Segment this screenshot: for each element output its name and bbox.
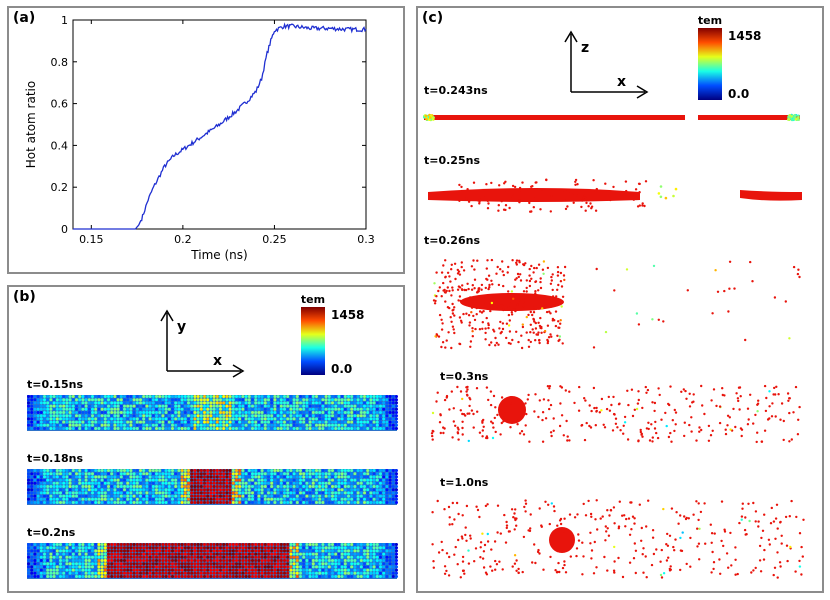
- x-tick-label: 0.15: [79, 233, 104, 246]
- b-slab: [27, 469, 398, 505]
- b-snapshot-time: t=0.15ns: [27, 378, 83, 391]
- b-axes-vertical-label: y: [177, 319, 186, 335]
- y-tick-label: 0.4: [51, 139, 69, 152]
- c-snapshot-time: t=0.243ns: [424, 84, 488, 97]
- b-snapshot-time: t=0.2ns: [27, 526, 76, 539]
- x-tick-label: 0.25: [262, 233, 287, 246]
- b-colorbar-title: tem: [301, 293, 325, 306]
- c-snapshot-time: t=0.25ns: [424, 154, 480, 167]
- y-axis-label: Hot atom ratio: [24, 81, 38, 168]
- y-tick-label: 1: [61, 14, 68, 27]
- hot-atom-ratio-chart: 0.15 0.2 0.25 0.3 0 0.2 0.4 0.6 0.8 1 Time (ns) Hot…: [24, 14, 375, 262]
- plot-frame: [72, 19, 367, 230]
- panel-c: (c) z x tem 1458 0.0 t=0.243ns t=0.25ns t=0.26n…: [416, 6, 824, 593]
- x-tick-label: 0.3: [357, 233, 375, 246]
- y-tick-label: 0: [61, 223, 68, 236]
- x-axis-label: Time (ns): [190, 248, 247, 262]
- b-slab: [27, 543, 398, 579]
- c-axes-horizontal-label: x: [617, 74, 626, 90]
- series-line: [73, 22, 367, 230]
- c-snapshot: [431, 499, 805, 579]
- panel-a: (a) 0.15 0.2 0.25 0.3 0 0.2 0.4 0.6 0.8 1 Time (ns…: [7, 6, 405, 274]
- c-snapshot: [430, 384, 801, 444]
- b-colorbar-max: 1458: [331, 308, 364, 322]
- b-slab: [27, 395, 398, 431]
- b-axes-horizontal-label: x: [213, 353, 222, 369]
- b-axes-vertical-arrowhead: [160, 309, 174, 322]
- panel-c-label: (c): [422, 10, 444, 26]
- xy-snapshots: y x tem 1458 0.0 t=0.15ns t=0.18ns t=0.2ns: [27, 293, 398, 579]
- panel-b: (b) y x tem 1458 0.0 t=0.15ns t=0.18ns t=0.2ns: [7, 285, 405, 593]
- c-colorbar-max: 1458: [728, 29, 761, 43]
- xz-snapshots: z x tem 1458 0.0 t=0.243ns t=0.25ns t=0.26ns t=0…: [423, 14, 805, 579]
- c-snapshot-time: t=1.0ns: [440, 476, 489, 489]
- c-colorbar: [698, 28, 722, 100]
- c-snapshot-time: t=0.3ns: [440, 370, 489, 383]
- panel-a-label: (a): [13, 10, 36, 26]
- y-tick-label: 0.2: [51, 181, 69, 194]
- y-tick-label: 0.8: [51, 56, 69, 69]
- c-axes-vertical-label: z: [581, 40, 589, 56]
- b-snapshot-time: t=0.18ns: [27, 452, 83, 465]
- b-colorbar-min: 0.0: [331, 362, 352, 376]
- c-snapshot: [428, 178, 802, 213]
- c-snapshot: [423, 113, 800, 122]
- y-tick-label: 0.6: [51, 98, 69, 111]
- panel-b-label: (b): [13, 289, 36, 305]
- x-tick-label: 0.2: [174, 233, 192, 246]
- c-axes-horizontal-arrowhead: [636, 85, 649, 99]
- b-axes-horizontal-arrowhead: [232, 364, 245, 378]
- c-colorbar-title: tem: [698, 14, 722, 27]
- b-colorbar: [301, 307, 325, 375]
- c-snapshot: [432, 258, 801, 350]
- c-axes-vertical-arrowhead: [564, 30, 578, 43]
- c-snapshot-time: t=0.26ns: [424, 234, 480, 247]
- c-colorbar-min: 0.0: [728, 87, 749, 101]
